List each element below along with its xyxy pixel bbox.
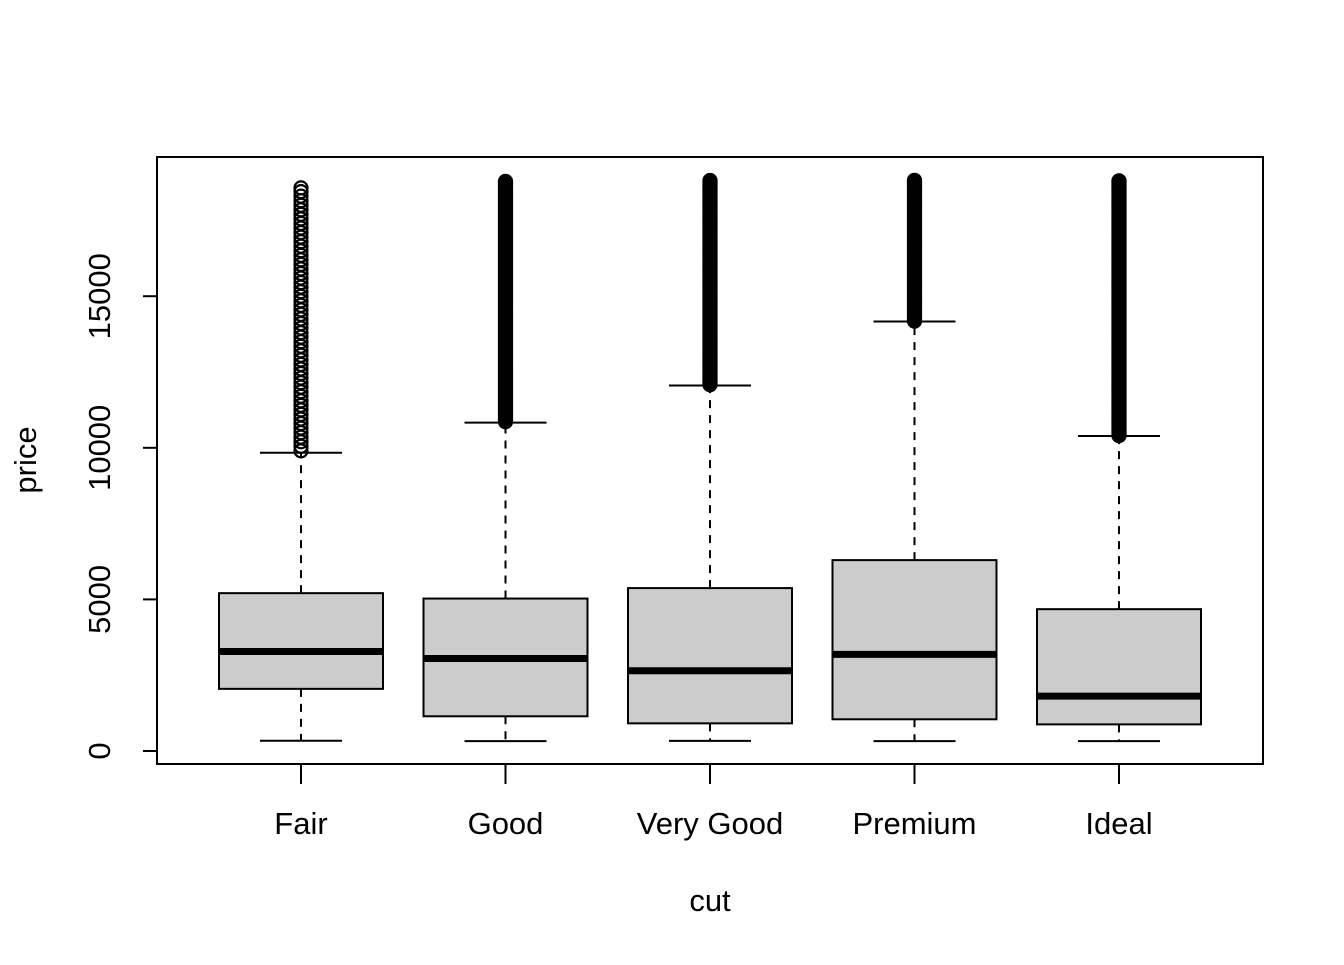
outlier-point: [906, 172, 923, 188]
box-ideal: [1036, 173, 1202, 743]
y-tick-label: 10000: [82, 405, 117, 491]
x-tick-label: Fair: [274, 806, 327, 841]
outlier-point: [293, 180, 309, 196]
outliers: [293, 180, 309, 459]
outliers: [702, 172, 718, 393]
x-tick-label: Good: [468, 806, 544, 841]
outliers: [1111, 173, 1127, 444]
box-very-good: [627, 172, 793, 742]
y-tick-label: 5000: [82, 565, 117, 634]
box-series: [218, 172, 1202, 743]
y-axis-label: price: [8, 426, 43, 493]
iqr-box: [1036, 608, 1202, 726]
y-tick-label: 0: [82, 742, 117, 759]
outlier-point: [702, 172, 718, 189]
y-axis: 0 5000 10000 15000: [82, 253, 157, 760]
x-tick-label: Ideal: [1085, 806, 1152, 841]
iqr-box: [218, 592, 384, 690]
box-premium: [831, 172, 998, 743]
x-axis: Fair Good Very Good Premium Ideal: [274, 764, 1153, 841]
x-tick-label: Very Good: [637, 806, 783, 841]
outlier-point: [293, 188, 309, 204]
outliers: [497, 173, 514, 430]
outlier-point: [1111, 173, 1127, 189]
y-tick-label: 15000: [82, 253, 117, 339]
box-good: [422, 173, 589, 743]
iqr-box: [627, 587, 793, 725]
outliers: [906, 172, 923, 329]
outlier-point: [497, 173, 514, 189]
x-axis-label: cut: [689, 883, 731, 918]
box-fair: [218, 180, 384, 742]
iqr-box: [831, 559, 998, 721]
x-tick-label: Premium: [852, 806, 976, 841]
